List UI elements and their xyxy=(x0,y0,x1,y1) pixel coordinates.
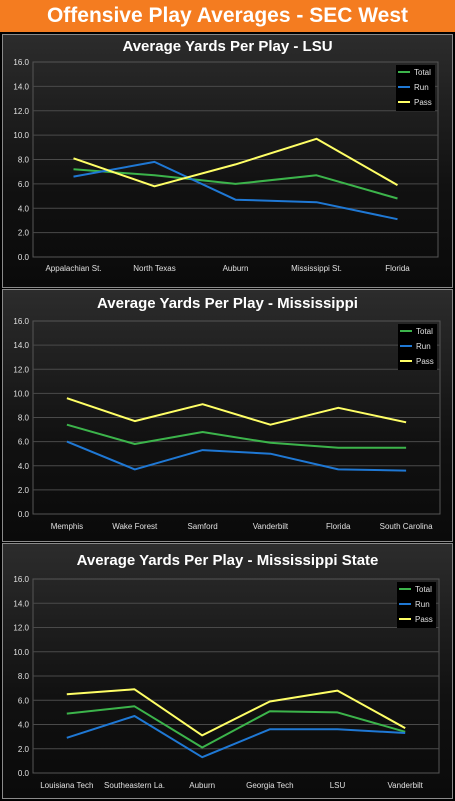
y-tick-label: 2.0 xyxy=(18,486,30,495)
series-line-total xyxy=(66,705,406,749)
x-tick-label: Southeastern La. xyxy=(104,781,165,790)
x-tick-label: Auburn xyxy=(189,781,215,790)
y-tick-label: 16.0 xyxy=(13,58,29,67)
y-tick-label: 8.0 xyxy=(18,672,30,681)
line-chart-lsu: Average Yards Per Play - LSU 0.0 2.0 4.0 6.0… xyxy=(13,38,439,273)
x-tick-label: Memphis xyxy=(51,522,83,531)
y-tick-label: 6.0 xyxy=(18,180,30,189)
chart-title-mississippi: Average Yards Per Play - Mississippi xyxy=(97,295,358,312)
x-tick-label: South Carolina xyxy=(380,522,433,531)
y-tick-label: 2.0 xyxy=(18,229,30,238)
series-line-run xyxy=(66,440,407,472)
y-tick-label: 10.0 xyxy=(13,389,29,398)
x-tick-label: Auburn xyxy=(223,264,249,273)
y-tick-label: 8.0 xyxy=(18,414,30,423)
y-tick-label: 4.0 xyxy=(18,721,30,730)
x-tick-label: Vanderbilt xyxy=(253,522,289,531)
line-chart-mississippi: Average Yards Per Play - Mississippi 0.0 2… xyxy=(13,295,441,531)
y-tick-label: 0.0 xyxy=(18,510,30,519)
report-title: Offensive Play Averages - SEC West xyxy=(46,4,409,27)
chart-title-mississippi-state: Average Yards Per Play - Mississippi Sta… xyxy=(77,552,379,569)
chart-panel-mississippi-state: Average Yards Per Play - Mississippi Sta… xyxy=(2,543,453,799)
legend-label-pass: Pass xyxy=(415,615,433,624)
series-line-pass xyxy=(66,397,407,426)
y-tick-label: 14.0 xyxy=(13,341,29,350)
x-tick-label: Appalachian St. xyxy=(45,264,101,273)
chart-title-lsu: Average Yards Per Play - LSU xyxy=(122,38,332,55)
x-tick-label: Samford xyxy=(187,522,217,531)
series-line-pass xyxy=(73,137,398,188)
x-tick-label: Georgia Tech xyxy=(246,781,293,790)
y-tick-label: 0.0 xyxy=(18,253,30,262)
legend-label-pass: Pass xyxy=(414,98,432,107)
series-line-total xyxy=(66,423,407,449)
y-tick-label: 6.0 xyxy=(18,438,30,447)
legend-label-run: Run xyxy=(415,600,430,609)
x-tick-label: Wake Forest xyxy=(112,522,158,531)
x-tick-label: Florida xyxy=(326,522,351,531)
y-tick-label: 12.0 xyxy=(13,107,29,116)
report-header: Offensive Play Averages - SEC West xyxy=(0,0,455,34)
y-tick-label: 4.0 xyxy=(18,462,30,471)
y-tick-label: 8.0 xyxy=(18,156,30,165)
y-tick-label: 4.0 xyxy=(18,204,30,213)
y-tick-label: 16.0 xyxy=(13,317,29,326)
legend-label-pass: Pass xyxy=(416,357,434,366)
x-tick-label: Florida xyxy=(385,264,410,273)
chart-panel-mississippi: Average Yards Per Play - Mississippi 0.0 2… xyxy=(2,289,453,542)
y-tick-label: 16.0 xyxy=(13,575,29,584)
x-tick-label: Vanderbilt xyxy=(387,781,423,790)
legend-label-total: Total xyxy=(415,585,432,594)
y-tick-label: 10.0 xyxy=(13,648,29,657)
series-line-pass xyxy=(66,688,406,737)
series-line-run xyxy=(66,715,406,759)
y-tick-label: 14.0 xyxy=(13,82,29,91)
line-chart-mississippi-state: Average Yards Per Play - Mississippi Sta… xyxy=(13,552,440,790)
y-tick-label: 12.0 xyxy=(13,365,29,374)
y-tick-label: 6.0 xyxy=(18,696,30,705)
legend-label-total: Total xyxy=(416,327,433,336)
y-tick-label: 12.0 xyxy=(13,624,29,633)
y-tick-label: 2.0 xyxy=(18,745,30,754)
y-tick-label: 0.0 xyxy=(18,769,30,778)
x-tick-label: Mississippi St. xyxy=(291,264,342,273)
series-line-total xyxy=(73,168,398,200)
y-tick-label: 10.0 xyxy=(13,131,29,140)
legend-label-total: Total xyxy=(414,68,431,77)
x-tick-label: Louisiana Tech xyxy=(40,781,93,790)
legend-label-run: Run xyxy=(416,342,431,351)
chart-panel-lsu: Average Yards Per Play - LSU 0.0 2.0 4.0 6.0… xyxy=(2,34,453,288)
legend-label-run: Run xyxy=(414,83,429,92)
x-tick-label: North Texas xyxy=(133,264,176,273)
series-line-run xyxy=(73,160,398,221)
x-tick-label: LSU xyxy=(330,781,346,790)
y-tick-label: 14.0 xyxy=(13,599,29,608)
